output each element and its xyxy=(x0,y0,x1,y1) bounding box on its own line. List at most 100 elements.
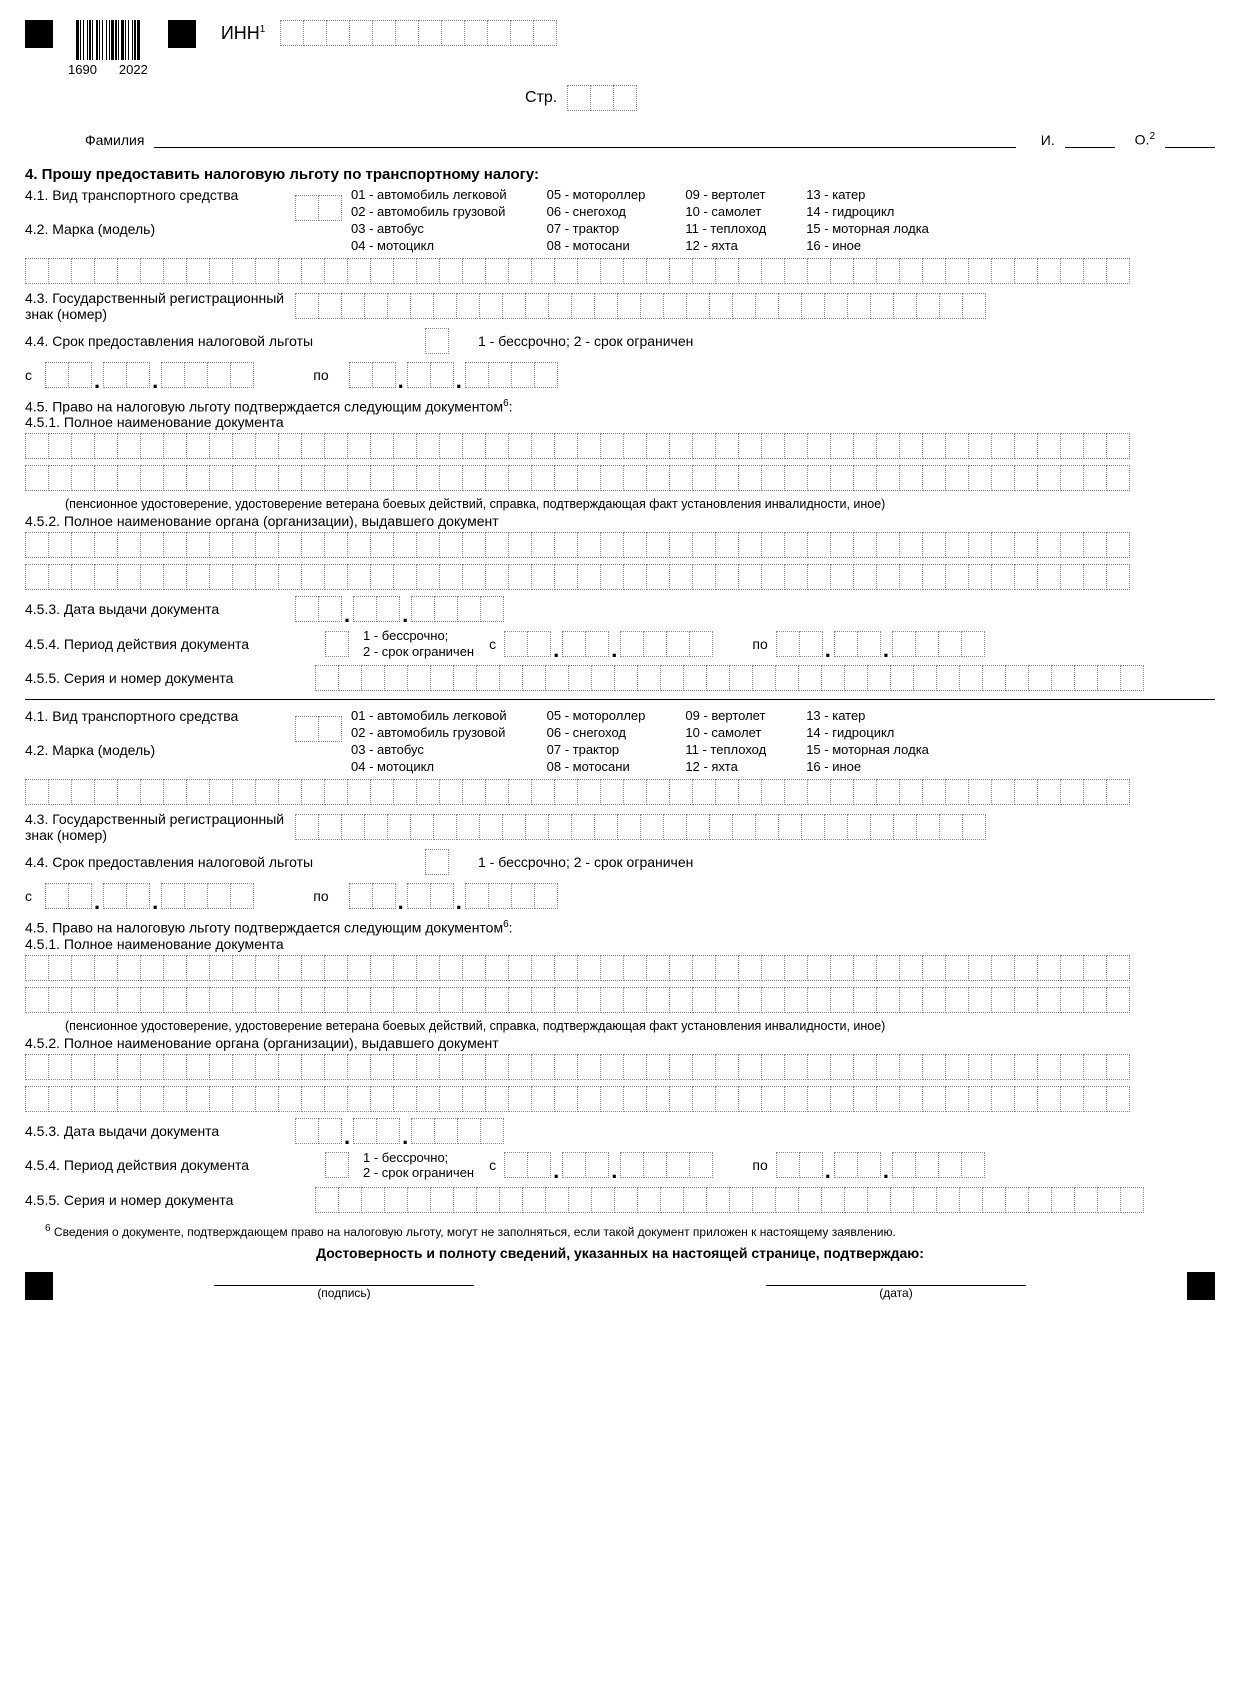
marker-bottom-left xyxy=(25,1272,53,1300)
date-month[interactable] xyxy=(834,1152,880,1178)
confirm-text: Достоверность и полноту сведений, указан… xyxy=(25,1245,1215,1261)
date-month[interactable] xyxy=(407,883,453,909)
vehicle-type-option: 16 - иное xyxy=(806,759,929,776)
vehicle-type-legend: 01 - автомобиль легковой02 - автомобиль … xyxy=(351,187,929,255)
doc-period-code[interactable] xyxy=(325,1152,348,1178)
date-month[interactable] xyxy=(562,631,608,657)
serial-input[interactable] xyxy=(315,665,1143,691)
org-name-input-1[interactable] xyxy=(25,1054,1215,1080)
org-name-input-1[interactable] xyxy=(25,532,1215,558)
footnote-6: 6 Сведения о документе, подтверждающем п… xyxy=(45,1223,1215,1239)
surname-input[interactable] xyxy=(154,129,1015,148)
vehicle-type-option: 14 - гидроцикл xyxy=(806,725,929,742)
from-label: с xyxy=(25,888,45,904)
to-label-2: по xyxy=(752,1157,767,1173)
date-month[interactable] xyxy=(353,596,399,622)
vehicle-type-option: 06 - снегоход xyxy=(547,204,646,221)
initial-i-input[interactable] xyxy=(1065,129,1115,148)
doc-name-input-2[interactable] xyxy=(25,987,1215,1013)
date-month[interactable] xyxy=(103,362,149,388)
model-input[interactable] xyxy=(25,779,1215,805)
s454-hint: 1 - бессрочно;2 - срок ограничен xyxy=(363,1150,474,1181)
date-year[interactable] xyxy=(465,362,557,388)
date-day[interactable] xyxy=(504,631,550,657)
initial-o-input[interactable] xyxy=(1165,129,1215,148)
vehicle-type-option: 01 - автомобиль легковой xyxy=(351,187,507,204)
signature-input[interactable] xyxy=(214,1267,474,1286)
model-input[interactable] xyxy=(25,258,1215,284)
vehicle-type-option: 11 - теплоход xyxy=(685,221,766,238)
date-day[interactable] xyxy=(349,883,395,909)
org-name-input-2[interactable] xyxy=(25,1086,1215,1112)
reg-number-input[interactable] xyxy=(295,293,985,319)
barcode-num-2: 2022 xyxy=(119,62,148,77)
date-day[interactable] xyxy=(776,1152,822,1178)
date-month[interactable] xyxy=(353,1118,399,1144)
date-caption: (дата) xyxy=(635,1286,1157,1300)
date-year[interactable] xyxy=(892,1152,984,1178)
doc-name-input-2[interactable] xyxy=(25,465,1215,491)
vehicle-type-option: 01 - автомобиль легковой xyxy=(351,708,507,725)
date-day[interactable] xyxy=(776,631,822,657)
vehicle-type-option: 02 - автомобиль грузовой xyxy=(351,204,507,221)
marker-2 xyxy=(168,20,196,48)
inn-input[interactable] xyxy=(280,20,556,46)
doc-name-input-1[interactable] xyxy=(25,433,1215,459)
vehicle-type-option: 04 - мотоцикл xyxy=(351,238,507,255)
reg-number-input[interactable] xyxy=(295,814,985,840)
org-name-input-2[interactable] xyxy=(25,564,1215,590)
doc-name-input-1[interactable] xyxy=(25,955,1215,981)
s45-label: 4.5. Право на налоговую льготу подтвержд… xyxy=(25,919,1215,936)
str-label: Стр. xyxy=(525,89,557,107)
vehicle-type-option: 09 - вертолет xyxy=(685,187,766,204)
initial-o-label: О.2 xyxy=(1135,131,1155,148)
vehicle-code-input[interactable] xyxy=(295,716,341,742)
date-year[interactable] xyxy=(465,883,557,909)
date-year[interactable] xyxy=(411,596,503,622)
date-year[interactable] xyxy=(161,362,253,388)
vehicle-type-option: 15 - моторная лодка xyxy=(806,742,929,759)
page-number-input[interactable] xyxy=(567,85,636,111)
date-day[interactable] xyxy=(295,1118,341,1144)
surname-label: Фамилия xyxy=(85,132,144,148)
doc-period-code[interactable] xyxy=(325,631,348,657)
vehicle-type-legend: 01 - автомобиль легковой02 - автомобиль … xyxy=(351,708,929,776)
vehicle-type-option: 15 - моторная лодка xyxy=(806,221,929,238)
marker-left xyxy=(25,20,53,48)
period-code-input[interactable] xyxy=(425,849,448,875)
date-year[interactable] xyxy=(892,631,984,657)
date-month[interactable] xyxy=(834,631,880,657)
vehicle-type-option: 08 - мотосани xyxy=(547,238,646,255)
s451-label: 4.5.1. Полное наименование документа xyxy=(25,414,1215,430)
date-input[interactable] xyxy=(766,1267,1026,1286)
period-code-input[interactable] xyxy=(425,328,448,354)
date-year[interactable] xyxy=(620,1152,712,1178)
signature-row: (подпись) (дата) xyxy=(25,1267,1215,1300)
date-month[interactable] xyxy=(103,883,149,909)
s455-label: 4.5.5. Серия и номер документа xyxy=(25,670,315,686)
s44-hint: 1 - бессрочно; 2 - срок ограничен xyxy=(478,333,693,349)
date-day[interactable] xyxy=(45,883,91,909)
serial-input[interactable] xyxy=(315,1187,1143,1213)
date-year[interactable] xyxy=(161,883,253,909)
vehicle-type-option: 10 - самолет xyxy=(685,725,766,742)
date-day[interactable] xyxy=(349,362,395,388)
s42-label: 4.2. Марка (модель) xyxy=(25,742,295,758)
s41-label: 4.1. Вид транспортного средства xyxy=(25,187,295,203)
date-year[interactable] xyxy=(411,1118,503,1144)
vehicle-code-input[interactable] xyxy=(295,195,341,221)
date-year[interactable] xyxy=(620,631,712,657)
inn-label: ИНН1 xyxy=(221,23,266,44)
vehicle-type-option: 07 - трактор xyxy=(547,221,646,238)
s45-label: 4.5. Право на налоговую льготу подтвержд… xyxy=(25,398,1215,415)
date-day[interactable] xyxy=(295,596,341,622)
vehicle-type-option: 12 - яхта xyxy=(685,238,766,255)
date-day[interactable] xyxy=(504,1152,550,1178)
date-month[interactable] xyxy=(562,1152,608,1178)
header: 1690 2022 ИНН1 xyxy=(25,20,1215,77)
date-month[interactable] xyxy=(407,362,453,388)
s41-label: 4.1. Вид транспортного средства xyxy=(25,708,295,724)
date-day[interactable] xyxy=(45,362,91,388)
vehicle-type-option: 09 - вертолет xyxy=(685,708,766,725)
to-label: по xyxy=(313,888,328,904)
